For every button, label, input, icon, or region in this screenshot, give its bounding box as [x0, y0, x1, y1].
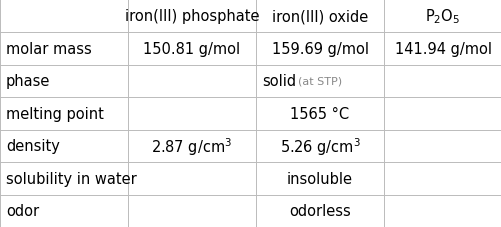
Text: density: density: [6, 139, 60, 154]
Text: melting point: melting point: [6, 106, 104, 121]
Text: phase: phase: [6, 74, 50, 89]
Text: 5.26 g/cm$^3$: 5.26 g/cm$^3$: [279, 135, 360, 157]
Text: molar mass: molar mass: [6, 42, 92, 57]
Text: 2.87 g/cm$^3$: 2.87 g/cm$^3$: [151, 135, 232, 157]
Text: insoluble: insoluble: [287, 171, 352, 186]
Text: 1565 °C: 1565 °C: [290, 106, 349, 121]
Text: P$_2$O$_5$: P$_2$O$_5$: [424, 7, 460, 26]
Text: odorless: odorless: [289, 203, 350, 218]
Text: solid: solid: [262, 74, 296, 89]
Text: 159.69 g/mol: 159.69 g/mol: [271, 42, 368, 57]
Text: (at STP): (at STP): [298, 76, 342, 86]
Text: iron(III) oxide: iron(III) oxide: [272, 9, 367, 24]
Text: 150.81 g/mol: 150.81 g/mol: [143, 42, 240, 57]
Text: 141.94 g/mol: 141.94 g/mol: [394, 42, 490, 57]
Text: solubility in water: solubility in water: [6, 171, 136, 186]
Text: iron(III) phosphate: iron(III) phosphate: [125, 9, 259, 24]
Text: odor: odor: [6, 203, 39, 218]
